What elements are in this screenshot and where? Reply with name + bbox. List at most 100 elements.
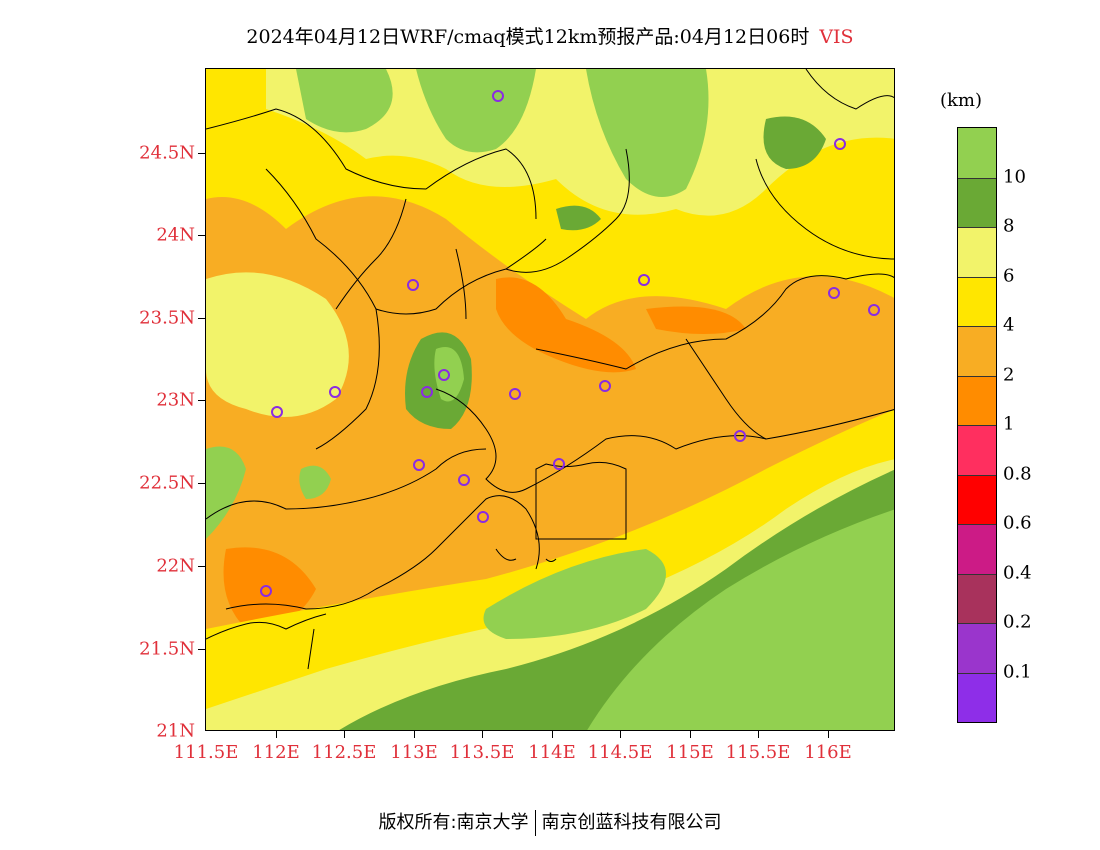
station-marker <box>458 474 470 486</box>
lon-tick <box>620 731 621 738</box>
visibility-map <box>205 68 895 731</box>
lon-tick <box>552 731 553 738</box>
lon-label: 114.5E <box>587 742 653 763</box>
fill-green-spot-west <box>299 465 331 499</box>
company-text: 南京创蓝科技有限公司 <box>541 812 722 833</box>
lat-tick <box>198 566 205 567</box>
station-marker <box>438 369 450 381</box>
map-title: 2024年04月12日WRF/cmaq模式12km预报产品:04月12日06时 V… <box>0 22 1100 49</box>
fill-green-west <box>206 446 246 539</box>
lon-label: 115.5E <box>725 742 791 763</box>
lat-tick <box>198 649 205 650</box>
station-marker <box>492 90 504 102</box>
legend-level-label: 0.6 <box>1003 512 1032 534</box>
lat-label: 22.5N <box>139 472 195 494</box>
legend-color-swatch <box>958 375 996 425</box>
fill-green-north-east <box>586 69 709 197</box>
legend-level-label: 1 <box>1003 413 1015 435</box>
station-markers <box>260 90 880 597</box>
lat-label: 24N <box>156 224 195 246</box>
fill-yellow-coast <box>206 409 894 729</box>
map-canvas <box>206 69 894 730</box>
station-marker <box>638 274 650 286</box>
lon-tick <box>414 731 415 738</box>
station-marker <box>553 458 565 470</box>
legend-color-swatch <box>958 573 996 623</box>
legend-color-swatch <box>958 474 996 524</box>
lat-label: 23.5N <box>139 307 195 329</box>
fill-orange-dark-1 <box>496 277 636 373</box>
station-marker <box>260 585 272 597</box>
legend-color-swatch <box>958 623 996 673</box>
lat-label: 24.5N <box>139 142 195 164</box>
footer-separator <box>534 810 536 836</box>
legend-color-swatch <box>958 524 996 574</box>
lon-label: 116E <box>804 742 852 763</box>
fill-darkgreen-spot <box>556 205 601 231</box>
station-marker <box>421 386 433 398</box>
lat-tick <box>198 235 205 236</box>
fill-green-sea <box>587 509 894 730</box>
lon-label: 113E <box>390 742 438 763</box>
lon-label: 111.5E <box>173 742 239 763</box>
legend-level-label: 0.2 <box>1003 611 1032 633</box>
legend-color-swatch <box>958 128 996 178</box>
station-marker <box>407 279 419 291</box>
fill-green-north <box>416 69 536 153</box>
legend-color-swatch <box>958 227 996 277</box>
lon-label: 112.5E <box>311 742 377 763</box>
lon-tick <box>344 731 345 738</box>
legend-color-swatch <box>958 276 996 326</box>
legend-level-label: 8 <box>1003 215 1015 237</box>
station-marker <box>477 511 489 523</box>
legend-level-label: 0.4 <box>1003 562 1032 583</box>
boundary-lines <box>206 69 894 670</box>
legend-colorbar <box>957 127 997 723</box>
legend-level-label: 4 <box>1003 314 1015 336</box>
lon-label: 113.5E <box>449 742 515 763</box>
lat-label: 21N <box>156 720 195 742</box>
legend-color-swatch <box>958 177 996 227</box>
lon-tick <box>758 731 759 738</box>
lon-tick <box>828 731 829 738</box>
station-marker <box>868 304 880 316</box>
legend-level-label: 10 <box>1003 166 1026 187</box>
fill-orange-dark-3 <box>646 306 746 334</box>
legend-level-label: 6 <box>1003 265 1015 286</box>
station-marker <box>509 388 521 400</box>
station-marker <box>271 406 283 418</box>
lon-tick <box>690 731 691 738</box>
station-marker <box>599 380 611 392</box>
fill-green-sea-island <box>483 549 666 639</box>
fill-lightyellow-west <box>206 272 349 417</box>
lon-tick <box>276 731 277 738</box>
fill-darkgreen-ne <box>763 116 826 169</box>
lat-tick <box>198 153 205 154</box>
legend-color-swatch <box>958 425 996 475</box>
legend-level-label: 2 <box>1003 364 1015 385</box>
title-text: 2024年04月12日WRF/cmaq模式12km预报产品:04月12日06时 <box>246 26 810 48</box>
lat-label: 23N <box>156 389 195 411</box>
lon-label: 114E <box>528 742 576 763</box>
variable-name: VIS <box>819 26 854 48</box>
legend-color-swatch <box>958 326 996 376</box>
lon-tick <box>482 731 483 738</box>
lat-label: 22N <box>156 555 195 577</box>
legend-level-label: 0.1 <box>1003 661 1032 682</box>
lon-label: 112E <box>252 742 300 763</box>
fill-green-nw <box>296 69 393 133</box>
lat-tick <box>198 400 205 401</box>
station-marker <box>734 430 746 442</box>
lat-label: 21.5N <box>139 638 195 660</box>
legend-unit: (km) <box>940 90 983 111</box>
legend-level-label: 0.8 <box>1003 463 1032 484</box>
lat-tick <box>198 318 205 319</box>
copyright-text: 版权所有:南京大学 <box>378 812 529 833</box>
station-marker <box>329 386 341 398</box>
fill-lightyellow-north <box>266 69 894 216</box>
lat-tick <box>198 483 205 484</box>
station-marker <box>834 138 846 150</box>
lon-label: 115E <box>666 742 714 763</box>
footer: 版权所有:南京大学 南京创蓝科技有限公司 <box>0 808 1100 836</box>
legend-color-swatch <box>958 672 996 722</box>
